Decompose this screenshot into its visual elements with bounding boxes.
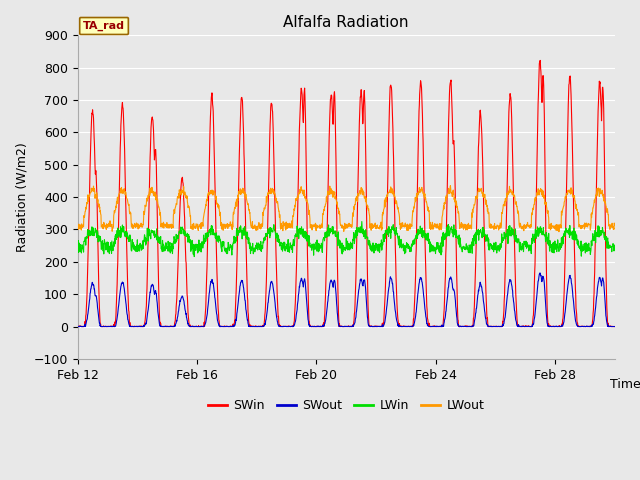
Y-axis label: Radiation (W/m2): Radiation (W/m2)	[15, 142, 28, 252]
Title: Alfalfa Radiation: Alfalfa Radiation	[284, 15, 409, 30]
Text: TA_rad: TA_rad	[83, 21, 125, 31]
X-axis label: Time: Time	[610, 378, 640, 391]
Legend: SWin, SWout, LWin, LWout: SWin, SWout, LWin, LWout	[203, 395, 489, 418]
